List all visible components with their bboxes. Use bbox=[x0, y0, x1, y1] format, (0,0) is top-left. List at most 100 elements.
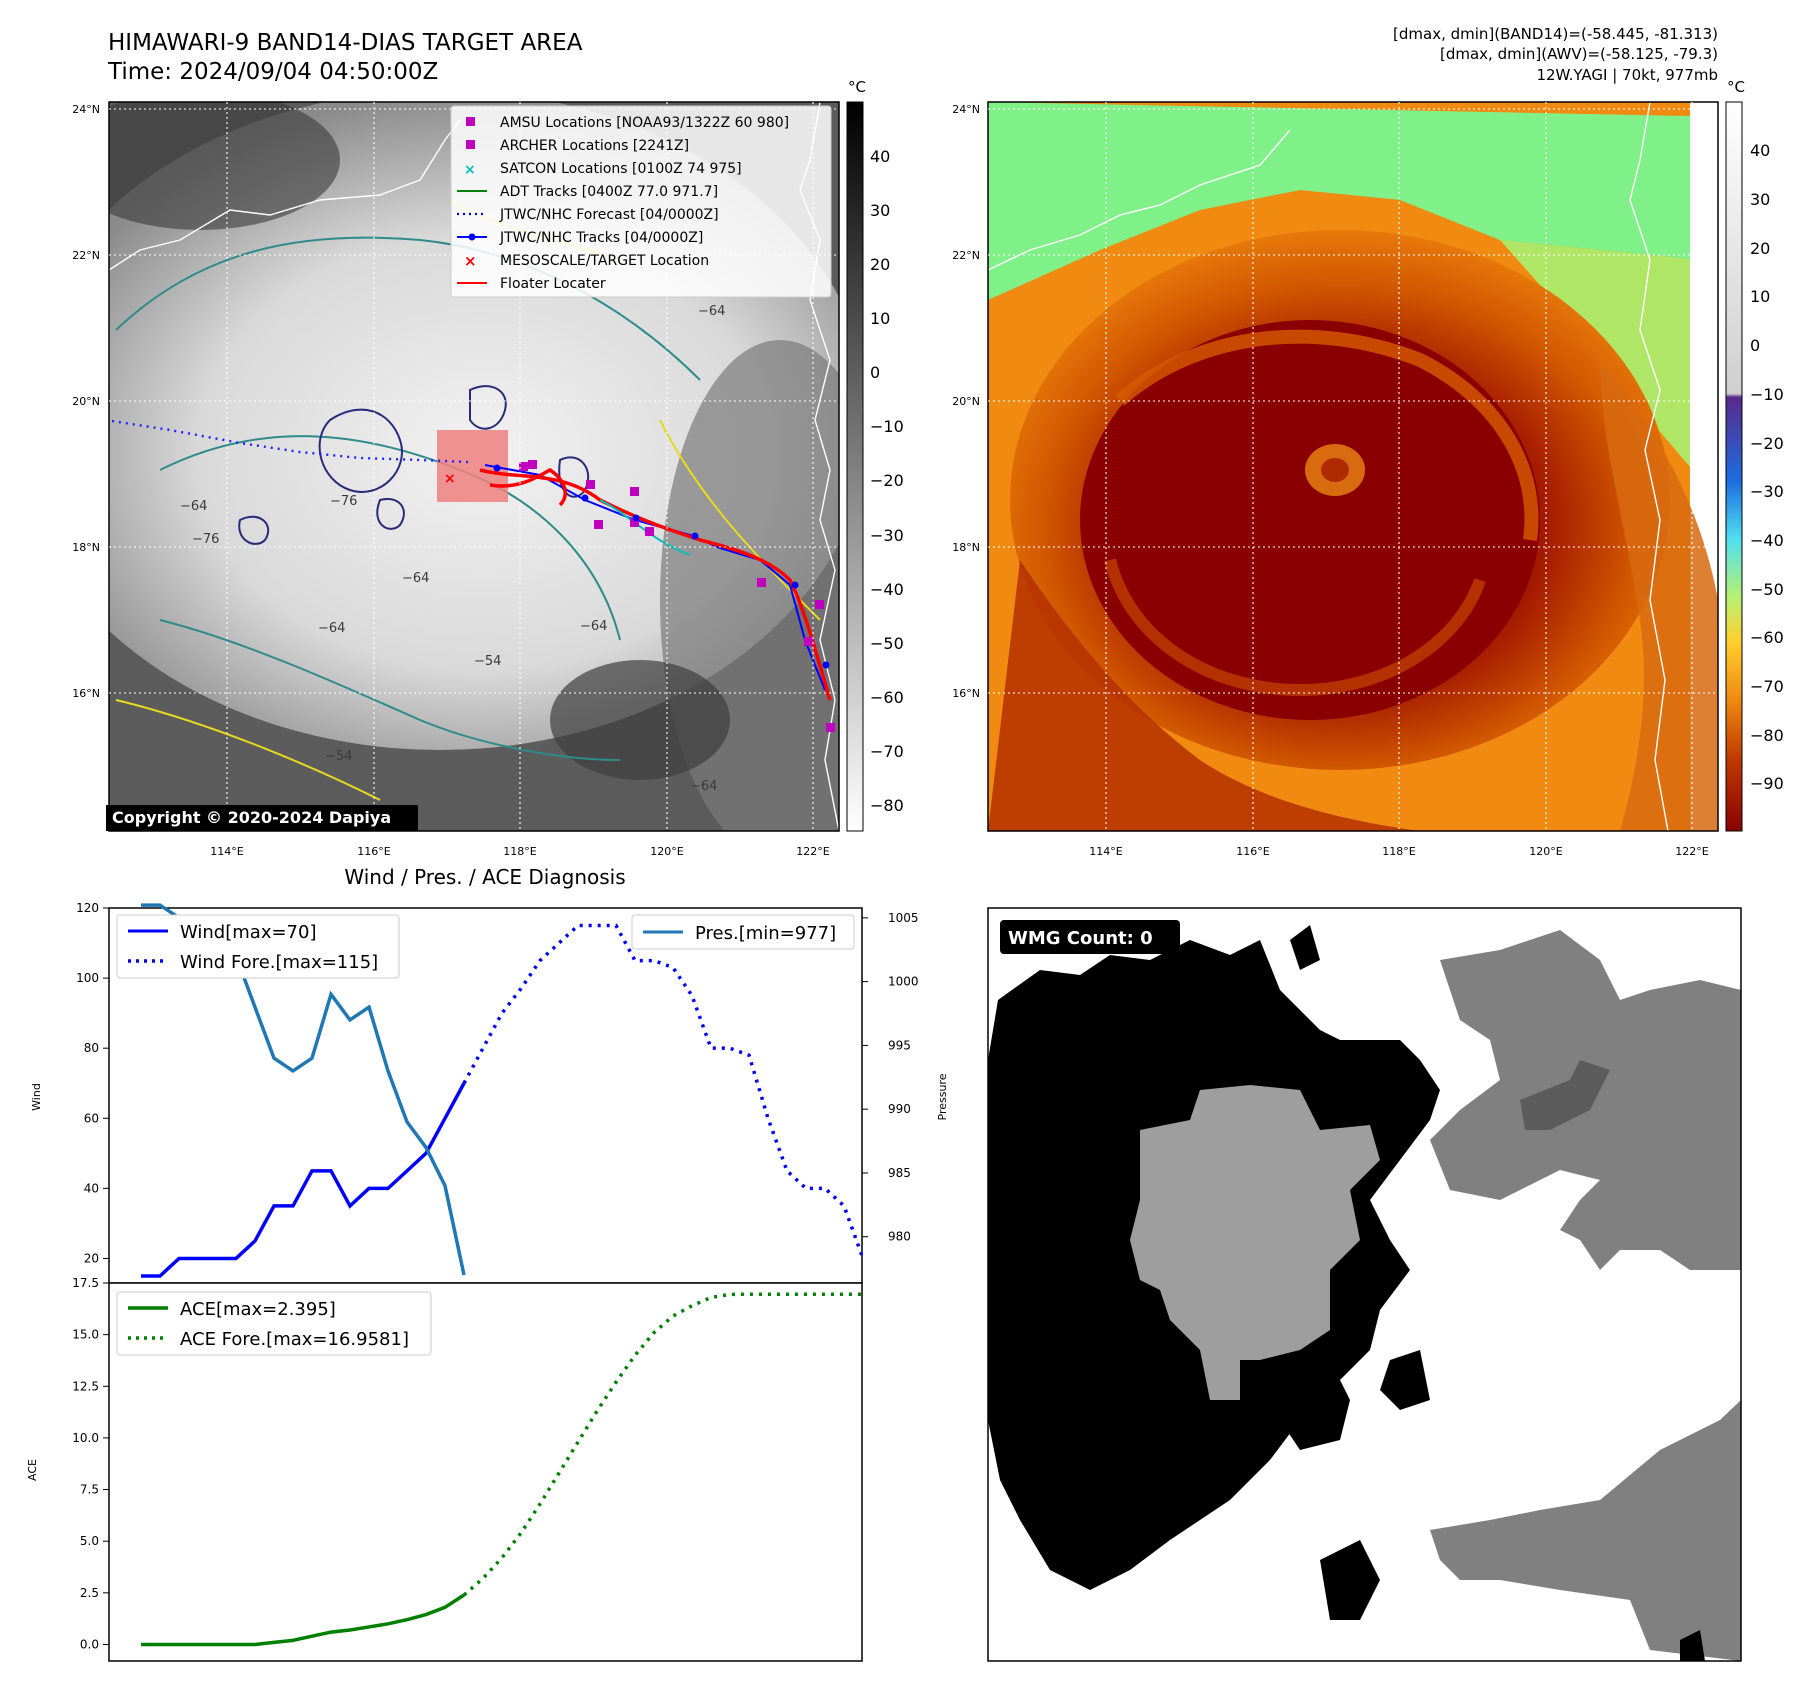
left-colorbar: °C 40 30 20 10 0 −10 −20 −30 −40 −50 −60… bbox=[846, 78, 904, 832]
pressure-tick-label: 1005 bbox=[888, 911, 919, 925]
colorbar-tick: 20 bbox=[1750, 239, 1770, 258]
lon-tick-label: 116°E bbox=[357, 845, 390, 858]
lon-tick-label: 114°E bbox=[210, 845, 243, 858]
wind-tick-label: 20 bbox=[84, 1251, 99, 1265]
right-map-gridlines bbox=[988, 102, 1718, 831]
colorbar-tick: 30 bbox=[870, 201, 890, 220]
lon-tick-label: 122°E bbox=[796, 845, 829, 858]
legend-label: JTWC/NHC Tracks [04/0000Z] bbox=[499, 230, 703, 246]
wind-pressure-chart: 20 40 60 80 100 120 980 985 990 995 1000 1005 Wind… bbox=[30, 901, 949, 1284]
contour-label: −54 bbox=[474, 654, 501, 669]
contour-label: −64 bbox=[402, 571, 429, 586]
ace-legend: ACE[max=2.395] ACE Fore.[max=16.9581] bbox=[116, 1291, 432, 1356]
copyright-badge bbox=[106, 805, 418, 831]
colorbar-tick: −70 bbox=[870, 742, 904, 761]
right-colorbar: °C 40 30 20 10 0 −10 −20 −30 −40 −50 −60… bbox=[1725, 78, 1784, 832]
colorbar-tick: 10 bbox=[870, 309, 890, 328]
info-awv-range: [dmax, dmin](AWV)=(-58.125, -79.3) bbox=[1440, 45, 1718, 63]
ace-tick-label: 17.5 bbox=[72, 1276, 99, 1290]
lat-tick-label: 20°N bbox=[72, 395, 100, 408]
pressure-axis-ticks: 980 985 990 995 1000 1005 bbox=[862, 911, 919, 1244]
ace-forecast-line bbox=[462, 1292, 863, 1597]
colorbar-tick: −10 bbox=[1750, 385, 1784, 404]
ace-tick-label: 12.5 bbox=[72, 1379, 99, 1393]
info-band14-range: [dmax, dmin](BAND14)=(-58.445, -81.313) bbox=[1393, 25, 1718, 43]
colorbar-tick: −80 bbox=[870, 796, 904, 815]
legend-label: Floater Locater bbox=[500, 276, 606, 292]
ace-chart: 0.0 2.5 5.0 7.5 10.0 12.5 15.0 17.5 ACE ACE[max… bbox=[26, 1276, 863, 1662]
lon-tick-label: 118°E bbox=[1382, 845, 1415, 858]
colorbar-unit: °C bbox=[848, 78, 866, 96]
colorbar-tick: 10 bbox=[1750, 287, 1770, 306]
wind-tick-label: 100 bbox=[76, 971, 99, 985]
left-map-legend: AMSU Locations [NOAA93/1322Z 60 980] ARC… bbox=[450, 105, 832, 298]
copyright-text: Copyright © 2020-2024 Dapiya bbox=[112, 808, 391, 827]
lat-tick-label: 22°N bbox=[952, 249, 980, 262]
contour-label: −76 bbox=[192, 532, 219, 547]
left-satellite-map: × bbox=[72, 101, 840, 858]
right-ir-map: 24°N 22°N 20°N 18°N 16°N 114°E 116°E 118… bbox=[952, 101, 1719, 858]
legend-label: MESOSCALE/TARGET Location bbox=[500, 253, 709, 269]
contour-label: −64 bbox=[698, 304, 725, 319]
contour-label: −54 bbox=[325, 749, 352, 764]
contour-label: −64 bbox=[318, 621, 345, 636]
pressure-tick-label: 980 bbox=[888, 1230, 911, 1244]
legend-label: ADT Tracks [0400Z 77.0 971.7] bbox=[500, 184, 718, 200]
pressure-tick-label: 985 bbox=[888, 1166, 911, 1180]
colorbar-tick: 30 bbox=[1750, 190, 1770, 209]
colorbar-tick: 0 bbox=[870, 363, 880, 382]
diagnosis-title: Wind / Pres. / ACE Diagnosis bbox=[344, 865, 625, 889]
lon-tick-label: 120°E bbox=[1529, 845, 1562, 858]
colorbar-tick: −20 bbox=[870, 471, 904, 490]
legend-label: ACE Fore.[max=16.9581] bbox=[180, 1329, 409, 1350]
legend-label: Pres.[min=977] bbox=[695, 923, 836, 944]
wind-tick-label: 60 bbox=[84, 1111, 99, 1125]
colorbar-tick: −40 bbox=[1750, 531, 1784, 550]
ace-tick-label: 0.0 bbox=[80, 1637, 99, 1651]
pressure-tick-label: 1000 bbox=[888, 975, 919, 989]
wmg-panel: WMG Count: 0 bbox=[987, 907, 1742, 1662]
lat-tick-label: 24°N bbox=[952, 103, 980, 116]
ace-axis-label: ACE bbox=[26, 1459, 39, 1481]
colorbar-tick: 20 bbox=[870, 255, 890, 274]
colorbar-tick: −30 bbox=[1750, 482, 1784, 501]
target-x-icon: × bbox=[464, 252, 477, 270]
contour-label: −64 bbox=[580, 619, 607, 634]
ace-tick-label: 15.0 bbox=[72, 1328, 99, 1342]
legend-label: ACE[max=2.395] bbox=[180, 1299, 336, 1320]
contour-label: −76 bbox=[330, 494, 357, 509]
legend-label: Wind[max=70] bbox=[180, 922, 317, 943]
wind-tick-label: 120 bbox=[76, 901, 99, 915]
pressure-legend: Pres.[min=977] bbox=[631, 914, 855, 950]
wind-legend: Wind[max=70] Wind Fore.[max=115] bbox=[116, 914, 400, 979]
lon-tick-label: 122°E bbox=[1675, 845, 1708, 858]
colorbar-tick: −40 bbox=[870, 580, 904, 599]
colorbar-tick: −30 bbox=[870, 526, 904, 545]
lat-tick-label: 16°N bbox=[952, 687, 980, 700]
lat-tick-label: 24°N bbox=[72, 103, 100, 116]
wind-axis-label: Wind bbox=[30, 1083, 43, 1111]
figure-title: HIMAWARI-9 BAND14-DIAS TARGET AREA bbox=[108, 30, 583, 56]
colorbar-tick: 40 bbox=[870, 147, 890, 166]
lon-tick-label: 118°E bbox=[503, 845, 536, 858]
lon-tick-label: 116°E bbox=[1236, 845, 1269, 858]
lat-tick-label: 18°N bbox=[72, 541, 100, 554]
figure-time: Time: 2024/09/04 04:50:00Z bbox=[107, 59, 438, 85]
amsu-marker-icon bbox=[466, 117, 475, 126]
legend-label: ARCHER Locations [2241Z] bbox=[500, 138, 689, 154]
ace-tick-label: 10.0 bbox=[72, 1431, 99, 1445]
wind-axis-ticks: 20 40 60 80 100 120 bbox=[76, 901, 109, 1265]
ace-tick-label: 7.5 bbox=[80, 1483, 99, 1497]
lat-tick-label: 22°N bbox=[72, 249, 100, 262]
contour-label: −64 bbox=[180, 499, 207, 514]
satcon-x-icon: × bbox=[464, 162, 476, 178]
colorbar-unit: °C bbox=[1727, 78, 1745, 96]
colorbar-tick: −10 bbox=[870, 417, 904, 436]
colorbar-tick: −60 bbox=[870, 688, 904, 707]
wmg-count-badge bbox=[1000, 920, 1180, 954]
ace-axis-ticks: 0.0 2.5 5.0 7.5 10.0 12.5 15.0 17.5 bbox=[72, 1276, 109, 1651]
ace-tick-label: 5.0 bbox=[80, 1534, 99, 1548]
legend-label: JTWC/NHC Forecast [04/0000Z] bbox=[499, 207, 719, 223]
lon-tick-label: 120°E bbox=[650, 845, 683, 858]
colorbar-tick: −60 bbox=[1750, 628, 1784, 647]
